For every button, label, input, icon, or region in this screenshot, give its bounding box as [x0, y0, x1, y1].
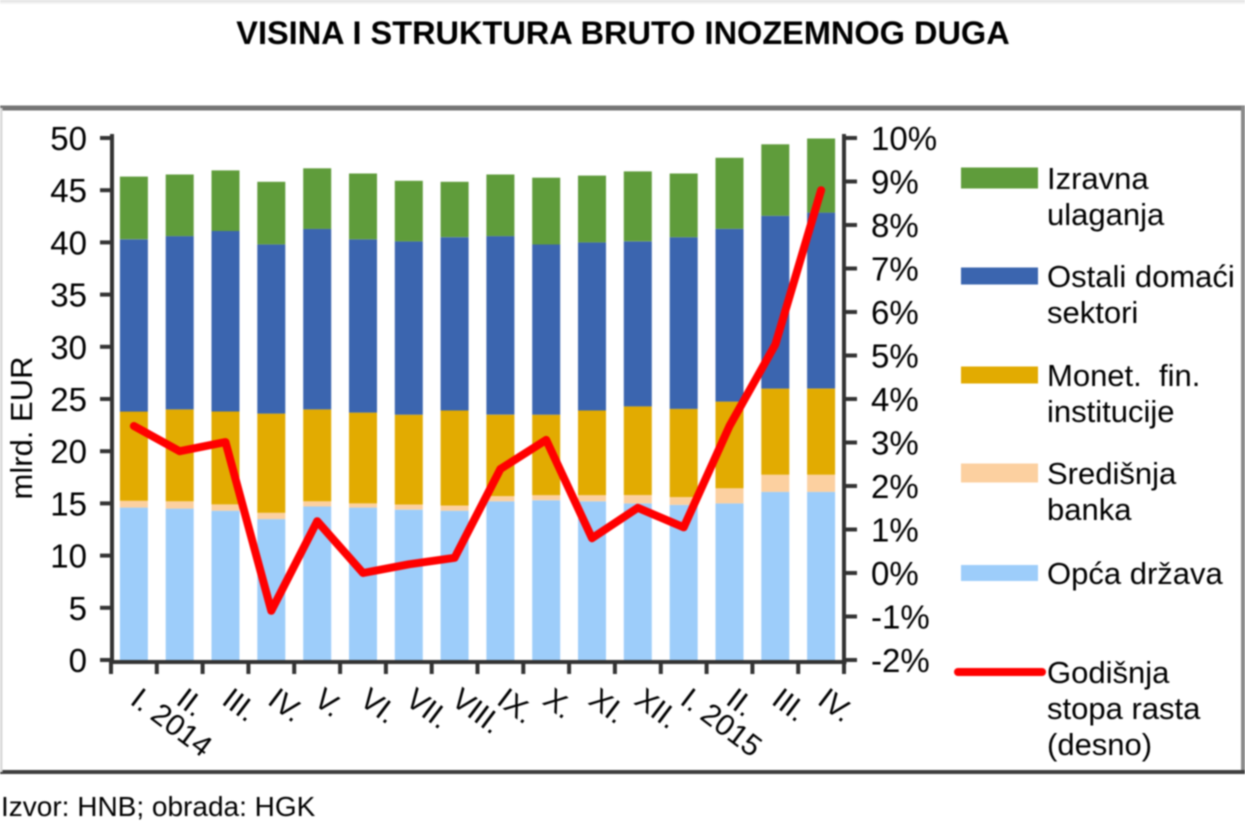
svg-text:6%: 6%: [871, 294, 919, 331]
svg-text:Središnja: Središnja: [1047, 456, 1177, 491]
svg-text:-1%: -1%: [871, 599, 930, 636]
svg-text:8%: 8%: [871, 207, 919, 244]
svg-text:25: 25: [50, 381, 87, 418]
svg-text:5: 5: [69, 590, 87, 627]
svg-text:15: 15: [50, 485, 87, 522]
svg-text:sektori: sektori: [1047, 295, 1138, 330]
svg-text:Izravna: Izravna: [1047, 161, 1149, 196]
svg-text:9%: 9%: [871, 164, 919, 201]
svg-text:7%: 7%: [871, 251, 919, 288]
svg-text:4%: 4%: [871, 381, 919, 418]
svg-text:Izvor: HNB; obrada: HGK: Izvor: HNB; obrada: HGK: [1, 791, 316, 822]
svg-text:banka: banka: [1047, 492, 1132, 527]
svg-text:VISINA I STRUKTURA BRUTO INOZE: VISINA I STRUKTURA BRUTO INOZEMNOG DUGA: [236, 15, 1009, 51]
svg-text:35: 35: [50, 277, 87, 314]
svg-text:0: 0: [69, 642, 87, 679]
svg-text:0%: 0%: [871, 555, 919, 592]
svg-text:3%: 3%: [871, 425, 919, 462]
svg-text:Ostali domaći: Ostali domaći: [1047, 259, 1235, 294]
svg-text:5%: 5%: [871, 338, 919, 375]
svg-text:2%: 2%: [871, 468, 919, 505]
svg-text:Godišnja: Godišnja: [1047, 655, 1170, 690]
svg-text:Monet. fin.: Monet. fin.: [1047, 358, 1200, 393]
svg-text:20: 20: [50, 433, 87, 470]
svg-text:1%: 1%: [871, 512, 919, 549]
svg-text:stopa rasta: stopa rasta: [1047, 691, 1201, 726]
svg-text:30: 30: [50, 329, 87, 366]
svg-text:10%: 10%: [871, 120, 937, 157]
svg-text:10: 10: [50, 538, 87, 575]
svg-text:Opća država: Opća država: [1047, 556, 1224, 591]
svg-text:(desno): (desno): [1047, 727, 1152, 762]
svg-text:50: 50: [50, 120, 87, 157]
svg-text:institucije: institucije: [1047, 394, 1175, 429]
svg-text:-2%: -2%: [871, 642, 930, 679]
svg-text:45: 45: [50, 172, 87, 209]
svg-text:ulaganja: ulaganja: [1047, 197, 1165, 232]
svg-text:40: 40: [50, 224, 87, 261]
svg-text:mlrd. EUR: mlrd. EUR: [4, 357, 39, 500]
